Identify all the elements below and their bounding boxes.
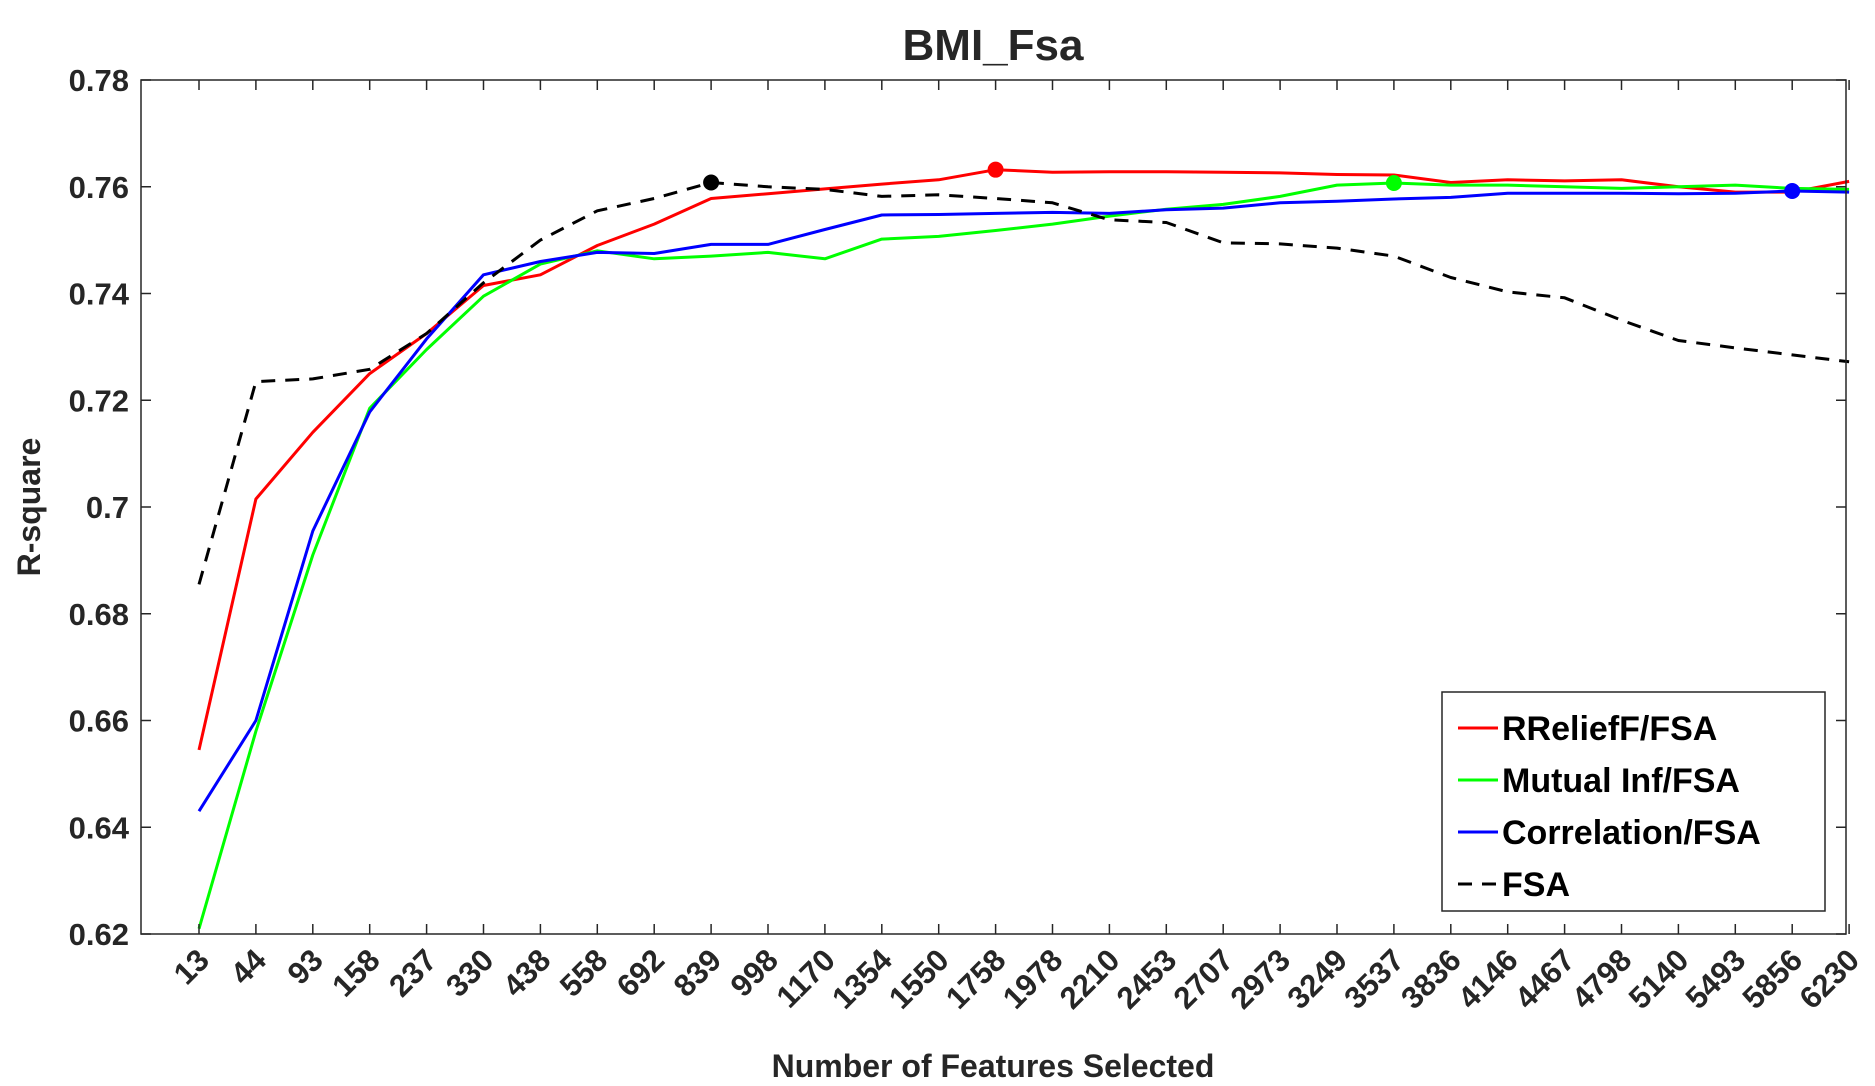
y-axis-label: R-square xyxy=(11,438,47,577)
y-tick-label: 0.66 xyxy=(69,704,129,739)
y-tick-label: 0.74 xyxy=(69,277,130,312)
max-marker xyxy=(1784,183,1801,200)
max-marker xyxy=(1385,175,1402,192)
y-tick-label: 0.78 xyxy=(69,63,129,98)
legend-box xyxy=(1441,691,1826,912)
series-line-rrelieff-fsa xyxy=(197,168,1850,751)
y-tick-label: 0.68 xyxy=(69,597,129,632)
series-line-mutual-inf-fsa xyxy=(197,181,1850,930)
legend-label: RReliefF/FSA xyxy=(1502,710,1717,748)
series-layer xyxy=(197,168,1850,930)
legend-label: Mutual Inf/FSA xyxy=(1502,762,1740,800)
x-axis-label: Number of Features Selected xyxy=(772,1048,1215,1084)
y-tick-label: 0.76 xyxy=(69,170,129,205)
chart-title: BMI_Fsa xyxy=(903,21,1084,70)
y-tick-label: 0.62 xyxy=(69,917,129,952)
y-tick-label: 0.64 xyxy=(69,810,130,845)
y-tick-label: 0.7 xyxy=(86,490,129,525)
max-marker xyxy=(987,161,1004,178)
y-axis: 0.62 0.64 0.66 0.68 0.7 0.72 0.74 0.76 0.78 xyxy=(69,63,1846,952)
legend: RReliefF/FSA Mutual Inf/FSA Correlation/FS… xyxy=(1441,691,1826,912)
y-tick-label: 0.72 xyxy=(69,383,129,418)
marker-layer xyxy=(703,161,1801,200)
series-line-fsa xyxy=(197,181,1850,585)
series-line-correlation-fsa xyxy=(197,189,1850,812)
legend-label: FSA xyxy=(1502,866,1570,904)
legend-label: Correlation/FSA xyxy=(1502,814,1761,852)
max-marker xyxy=(703,174,720,191)
